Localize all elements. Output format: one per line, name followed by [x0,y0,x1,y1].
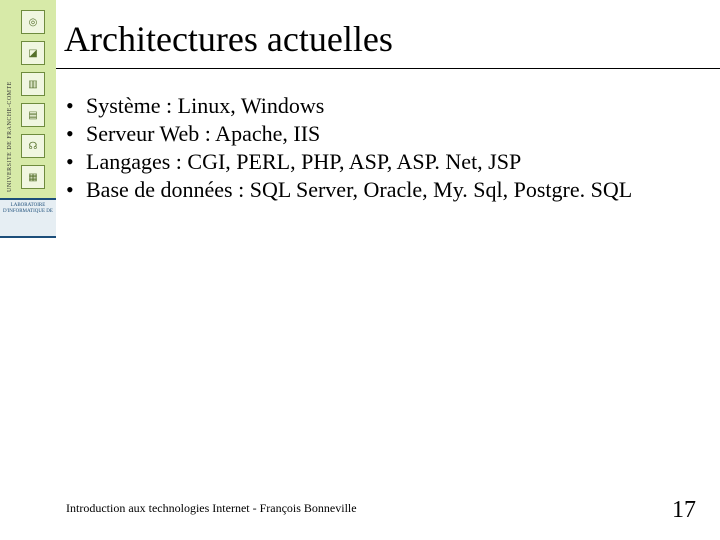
title-rule [56,68,720,69]
bullet-list: Système : Linux, Windows Serveur Web : A… [64,92,704,205]
bullet-item: Système : Linux, Windows [64,92,704,120]
bullet-item: Serveur Web : Apache, IIS [64,120,704,148]
sidebar-thumb-icon: ▦ [21,165,45,189]
sidebar-thumb-icon: ▥ [21,72,45,96]
sidebar: UNIVERSITE DE FRANCHE-COMTE ◎ ◪ ▥ ▤ ☊ ▦ … [0,0,56,540]
sidebar-icon-stack: ◎ ◪ ▥ ▤ ☊ ▦ [21,10,51,189]
slide-footer: Introduction aux technologies Internet -… [66,501,357,516]
page-number: 17 [672,497,696,524]
sidebar-top-panel: UNIVERSITE DE FRANCHE-COMTE ◎ ◪ ▥ ▤ ☊ ▦ [0,0,56,198]
sidebar-thumb-icon: ▤ [21,103,45,127]
bullet-item: Langages : CGI, PERL, PHP, ASP, ASP. Net… [64,148,704,176]
sidebar-thumb-icon: ◪ [21,41,45,65]
sidebar-lab-label: LABORATOIRE D'INFORMATIQUE DE [0,198,56,238]
slide-content: Architectures actuelles Système : Linux,… [56,0,720,540]
bullet-item: Base de données : SQL Server, Oracle, My… [64,176,704,204]
university-vertical-label: UNIVERSITE DE FRANCHE-COMTE [4,0,16,198]
sidebar-thumb-icon: ◎ [21,10,45,34]
slide-title: Architectures actuelles [64,18,393,60]
sidebar-thumb-icon: ☊ [21,134,45,158]
